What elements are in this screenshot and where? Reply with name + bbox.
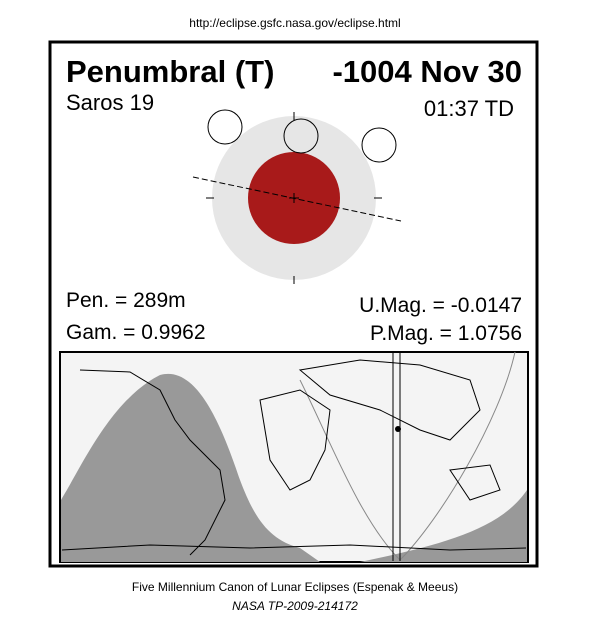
coastline — [61, 544, 527, 551]
sub-lunar-point — [395, 426, 401, 432]
gam: Gam. = 0.9962 — [66, 321, 206, 344]
time: 01:37 TD — [424, 96, 514, 121]
pmag: P.Mag. = 1.0756 — [370, 322, 522, 345]
umag: U.Mag. = -0.0147 — [359, 294, 522, 317]
visibility-curve — [299, 351, 516, 561]
moon — [283, 118, 319, 154]
footer-line2: NASA TP-2009-214172 — [232, 599, 358, 613]
eclipse-geometry — [192, 109, 402, 284]
night-region — [61, 373, 320, 562]
coastline — [449, 464, 501, 501]
moon — [361, 127, 397, 163]
saros: Saros 19 — [66, 90, 154, 115]
footer-line1: Five Millennium Canon of Lunar Eclipses … — [132, 580, 458, 594]
coastline — [79, 369, 226, 556]
pen: Pen. = 289m — [66, 289, 186, 312]
moon — [207, 109, 243, 145]
title-date: -1004 Nov 30 — [332, 54, 522, 89]
coastline — [298, 359, 481, 441]
night-region — [360, 490, 527, 562]
map — [59, 351, 529, 563]
title-type: Penumbral (T) — [66, 54, 274, 89]
url: http://eclipse.gsfc.nasa.gov/eclipse.htm… — [189, 16, 400, 30]
coastline — [259, 389, 331, 491]
